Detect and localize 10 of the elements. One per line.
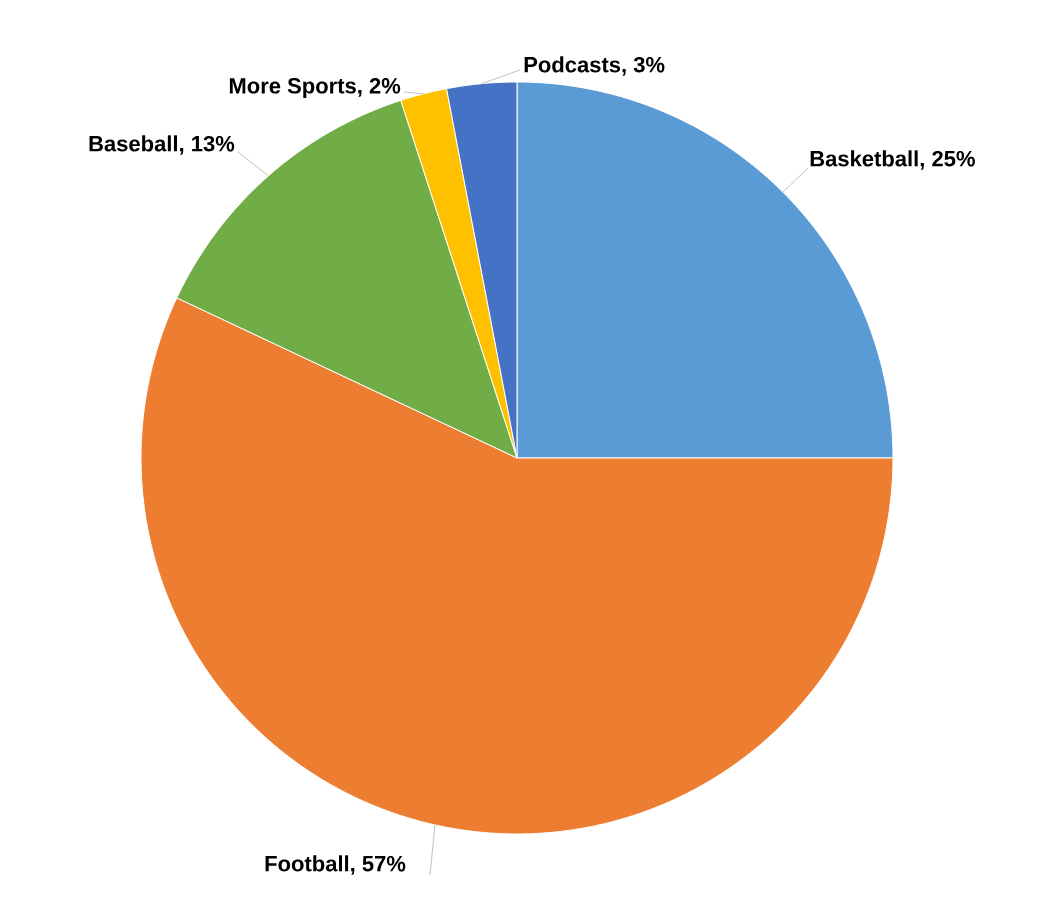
data-label: , 57% (351, 855, 406, 875)
data-label: , 25% (920, 150, 975, 170)
data-label: , 3% (622, 56, 665, 76)
slice-label: Podcasts (524, 56, 621, 73)
slice-label: Baseball (89, 135, 177, 152)
slice-label: Football (265, 855, 349, 872)
slice-label: Basketball (810, 150, 918, 167)
data-label: , 13% (180, 135, 235, 155)
slice-label: More Sports (229, 78, 356, 98)
data-label: , 2% (358, 78, 401, 97)
